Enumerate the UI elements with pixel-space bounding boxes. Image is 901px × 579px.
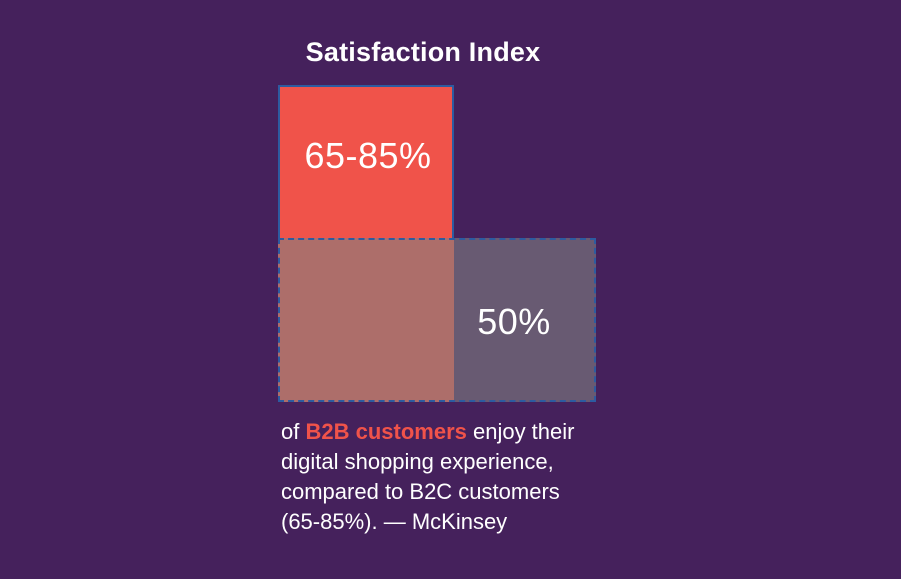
caption-highlight-b2b: B2B customers [305, 419, 467, 444]
bar-b2c [278, 238, 596, 402]
caption-line: of B2B customers enjoy their [281, 417, 621, 447]
caption-text: of [281, 419, 306, 444]
bar-b2c-label: 50% [477, 301, 551, 342]
caption-line: compared to B2C customers [281, 477, 621, 507]
bar-b2b-label: 65-85% [304, 135, 432, 176]
caption-line: digital shopping experience, [281, 447, 621, 477]
caption: of B2B customers enjoy their digital shop… [281, 417, 621, 537]
chart-title: Satisfaction Index [305, 37, 541, 67]
bar-b2b-outline [278, 85, 454, 240]
caption-text: compared to B2C customers [281, 479, 560, 504]
caption-text: digital shopping experience, [281, 449, 554, 474]
caption-text: enjoy their [466, 419, 575, 444]
caption-text: (65-85%). — McKinsey [281, 509, 508, 534]
caption-line: (65-85%). — McKinsey [281, 507, 621, 537]
